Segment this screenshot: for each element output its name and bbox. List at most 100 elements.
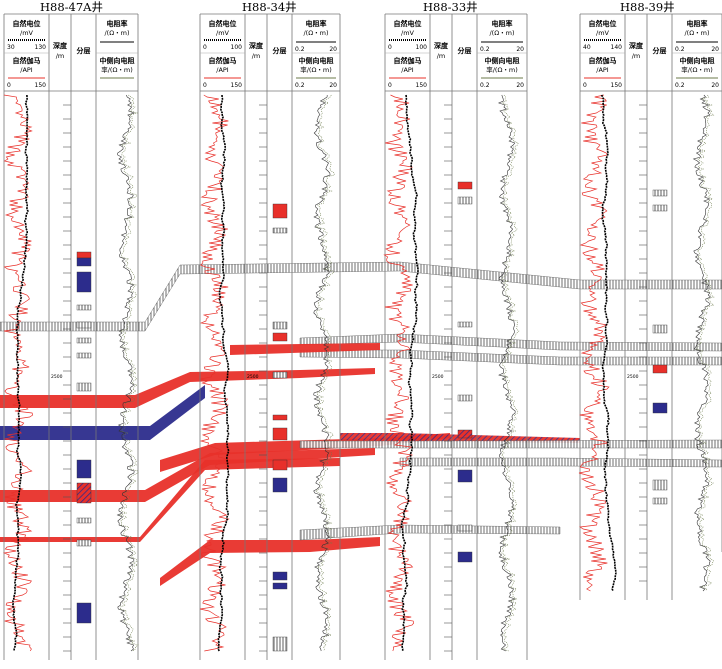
sp-label: 自然电位 xyxy=(13,19,41,28)
dry-layer-block xyxy=(76,304,92,311)
res-label: 电阻率 xyxy=(306,19,327,28)
lat-unit: 率/(Ω・m) xyxy=(486,65,518,74)
lat-min: 0.2 xyxy=(480,82,490,89)
lat-min: 0.2 xyxy=(675,82,685,89)
dry-correlation-band xyxy=(299,439,722,449)
depth-label: 深度 xyxy=(249,41,264,50)
oil-layer-block xyxy=(457,181,473,190)
water-layer-block xyxy=(272,582,288,590)
well-title: H88-47A井 xyxy=(40,0,103,14)
gamma-ray-curve xyxy=(2,94,34,652)
lat-unit: 率/(Ω・m) xyxy=(681,65,713,74)
gamma-ray-curve xyxy=(383,94,415,652)
gr-unit: /API xyxy=(596,66,609,74)
res-label: 电阻率 xyxy=(492,19,513,28)
gr-min: 0 xyxy=(583,82,587,89)
water-correlation-band xyxy=(0,385,205,440)
res-unit: /(Ω・m) xyxy=(303,29,328,37)
dry-layer-block xyxy=(76,539,92,547)
water-layer-block xyxy=(76,602,92,624)
lat-label: 中侧向电阻 xyxy=(680,56,715,65)
dry-layer-block xyxy=(76,337,92,344)
res-unit: /(Ω・m) xyxy=(684,29,709,37)
dry-correlation-band xyxy=(399,457,722,468)
water-layer-block xyxy=(76,257,92,267)
resistivity-curve xyxy=(313,94,331,652)
sp-min: 0 xyxy=(388,44,392,51)
res-max: 20 xyxy=(516,46,524,53)
oil-correlation-band xyxy=(230,343,380,355)
water-layer-block xyxy=(272,571,288,581)
sp-curve xyxy=(600,94,617,592)
gr-label: 自然伽马 xyxy=(13,56,41,65)
res-unit: /(Ω・m) xyxy=(104,29,129,37)
sp-curve xyxy=(400,94,419,651)
lat-max: 20 xyxy=(516,82,524,89)
oil-layer-block xyxy=(272,414,288,421)
res-min: 0.2 xyxy=(480,46,490,53)
mixed-layer-block xyxy=(76,482,92,504)
oil-layer-block xyxy=(652,364,668,374)
dry-layer-block xyxy=(76,352,92,359)
layer-label: 分层 xyxy=(458,46,472,55)
oil-correlation-band xyxy=(0,458,340,542)
well-title: H88-34井 xyxy=(242,0,297,14)
sp-max: 100 xyxy=(416,44,428,51)
sp-max: 140 xyxy=(611,44,623,51)
gr-unit: /API xyxy=(216,66,229,74)
gr-label: 自然伽马 xyxy=(394,56,422,65)
sp-max: 130 xyxy=(35,44,47,51)
res-min: 0.2 xyxy=(295,46,305,53)
dry-layer-block xyxy=(457,321,473,328)
sp-unit: /mV xyxy=(596,29,610,37)
water-layer-block xyxy=(272,477,288,493)
layer-label: 分层 xyxy=(273,46,287,55)
dry-layer-block xyxy=(652,324,668,334)
oil-layer-block xyxy=(76,251,92,259)
gr-max: 150 xyxy=(611,82,623,89)
gamma-ray-curve xyxy=(199,94,230,652)
gr-label: 自然伽马 xyxy=(209,56,237,65)
dry-layer-block xyxy=(652,189,668,197)
depth-marker-2500: 2500 xyxy=(247,374,259,380)
lat-label: 中侧向电阻 xyxy=(100,56,135,65)
well-title: H88-33井 xyxy=(423,0,478,14)
depth-marker-2500: 2500 xyxy=(432,374,444,380)
oil-correlation-band xyxy=(0,448,375,502)
dry-layer-block xyxy=(457,196,473,205)
depth-label: 深度 xyxy=(629,41,644,50)
lat-min: 0.2 xyxy=(295,82,305,89)
gamma-ray-curve xyxy=(578,94,610,592)
sp-curve xyxy=(11,94,29,652)
resistivity-curve xyxy=(692,94,712,592)
dry-layer-block xyxy=(652,479,668,491)
gr-unit: /API xyxy=(401,66,414,74)
sp-min: 30 xyxy=(7,44,15,51)
gr-min: 0 xyxy=(203,82,207,89)
oil-layer-block xyxy=(272,203,288,219)
water-layer-block xyxy=(652,402,668,414)
gr-min: 0 xyxy=(7,82,11,89)
res-label: 电阻率 xyxy=(107,19,128,28)
well-title: H88-39井 xyxy=(620,0,675,14)
depth-marker-2500: 2500 xyxy=(51,374,63,380)
dry-layer-block xyxy=(272,371,288,379)
sp-label: 自然电位 xyxy=(394,19,422,28)
depth-label: 深度 xyxy=(53,41,68,50)
resistivity-curve xyxy=(497,94,516,652)
dry-correlation-band xyxy=(0,261,722,332)
sp-curve xyxy=(217,94,230,652)
oil-correlation-band xyxy=(160,537,380,586)
lateral-resistivity-curve xyxy=(315,94,335,652)
dry-layer-block xyxy=(272,636,288,652)
sp-min: 40 xyxy=(583,44,591,51)
gr-max: 150 xyxy=(35,82,47,89)
depth-unit: /m xyxy=(437,52,446,60)
dry-layer-block xyxy=(457,524,473,532)
